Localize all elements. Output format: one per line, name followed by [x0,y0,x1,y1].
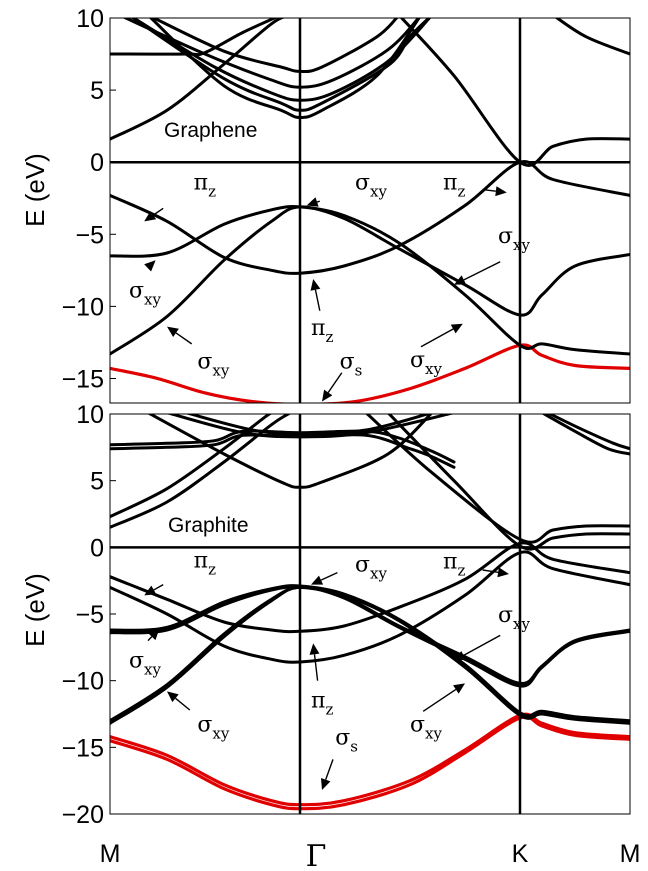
annotation-arrow-bottom-5 [309,643,320,681]
annotation-label-top-7: σxy [410,348,442,378]
annotation-label-top-8: σs [340,349,363,379]
sigma-s-band-top-0 [110,343,630,403]
annotation-arrow-bottom-6 [167,691,191,711]
graphene-y-ticks: 10 5 0 −5 −10 −15 [62,5,116,393]
band-top-7 [554,18,630,56]
band-bottom-7 [110,550,630,664]
y-tick-label-top-1: 5 [90,77,104,105]
graphite-frame [109,413,631,815]
annotation-label-top-2: πz [443,171,465,201]
y-tick-label-top-5: −15 [62,365,104,393]
annotation-label-bottom-6: σxy [197,712,229,742]
graphite-panel-label: Graphite [168,514,249,537]
k-point-labels: M Γ K M [100,839,641,871]
annotation-label-bottom-8: σs [335,726,358,756]
annotation-label-top-5: πz [311,316,333,346]
annotation-arrow-top-3 [144,260,156,272]
graphite-bands [110,414,630,811]
annotation-arrow-bottom-0 [144,584,164,596]
band-bottom-18 [546,414,630,451]
band-bottom-5 [110,584,630,723]
annotation-label-bottom-1: σxy [355,552,387,582]
annotation-arrow-bottom-1 [311,572,338,585]
y-tick-label-top-0: 10 [76,5,104,33]
band-top-2 [110,205,630,356]
graphene-panel: 10 5 0 −5 −10 −15 πz σxy πz σxy σxy πz σxy σxy σs E (… [20,5,631,404]
graphene-panel-label: Graphene [164,119,257,142]
y-tick-label-bottom-3: −5 [75,601,104,629]
y-tick-label-bottom-2: 0 [90,534,104,562]
band-bottom-3 [110,585,630,723]
y-tick-label-top-2: 0 [90,149,104,177]
annotation-label-top-0: πz [194,171,216,201]
band-top-5 [399,18,630,167]
annotation-arrow-bottom-8 [321,759,334,790]
annotation-label-bottom-7: σxy [410,712,442,742]
annotation-arrow-bottom-3 [147,628,160,642]
y-tick-label-top-3: −5 [75,221,104,249]
graphene-annotations: πz σxy πz σxy σxy πz σxy σxy σs [129,171,530,402]
annotation-arrow-top-7 [420,323,463,348]
graphene-bands [110,18,630,403]
annotation-arrow-top-2 [482,186,507,197]
annotation-label-top-3: σxy [129,279,161,309]
band-bottom-11 [387,414,630,551]
annotation-label-bottom-3: σxy [129,648,161,678]
annotation-arrow-bottom-2 [482,567,509,578]
graphite-y-axis-title: E (eV) [20,573,50,647]
annotation-arrow-top-8 [322,372,343,402]
band-bottom-17 [541,414,630,456]
graphene-frame [109,17,631,404]
x-tick-label-k: K [512,840,529,868]
sigma-s-band-bottom-0 [110,712,630,807]
band-bottom-9 [110,414,273,519]
y-tick-label-bottom-6: −20 [62,801,104,829]
sigma-s-band-bottom-1 [110,715,630,811]
y-tick-label-bottom-0: 10 [76,401,104,429]
annotation-label-top-1: σxy [355,171,387,201]
annotation-arrow-top-5 [310,278,321,311]
annotation-arrow-top-1 [306,197,321,207]
band-bottom-8 [110,414,292,529]
annotation-arrow-bottom-4 [454,634,501,661]
band-top-1 [110,205,630,356]
annotation-label-bottom-2: πz [443,550,465,580]
band-bottom-6 [110,541,630,634]
annotation-arrow-top-6 [167,326,193,345]
band-top-4 [110,18,286,141]
y-tick-label-bottom-1: 5 [90,468,104,496]
y-tick-label-bottom-5: −15 [62,734,104,762]
band-bottom-10 [365,414,630,544]
annotation-label-top-6: σxy [197,349,229,379]
annotation-label-top-4: σxy [498,224,530,254]
x-tick-label-m-right: M [620,840,641,868]
annotation-arrow-bottom-7 [422,683,465,712]
y-tick-label-bottom-4: −10 [62,668,104,696]
annotation-arrow-top-4 [454,261,501,285]
annotation-label-bottom-4: σxy [498,603,530,633]
band-top-9 [130,18,432,112]
x-tick-label-gamma: Γ [306,839,327,871]
plot-border-top [109,17,631,404]
annotation-label-bottom-0: πz [194,548,216,578]
annotation-arrow-top-0 [144,207,164,222]
band-top-11 [122,18,421,89]
graphene-y-axis-title: E (eV) [20,153,50,227]
x-tick-label-m-left: M [100,840,121,868]
annotation-label-bottom-5: πz [311,688,333,718]
graphite-y-ticks: 10 5 0 −5 −10 −15 −20 [62,401,116,829]
y-tick-label-top-4: −10 [62,293,104,321]
graphite-annotations: πz σxy πz σxy σxy πz σxy σxy σs [129,548,530,790]
band-bottom-16 [185,414,433,436]
